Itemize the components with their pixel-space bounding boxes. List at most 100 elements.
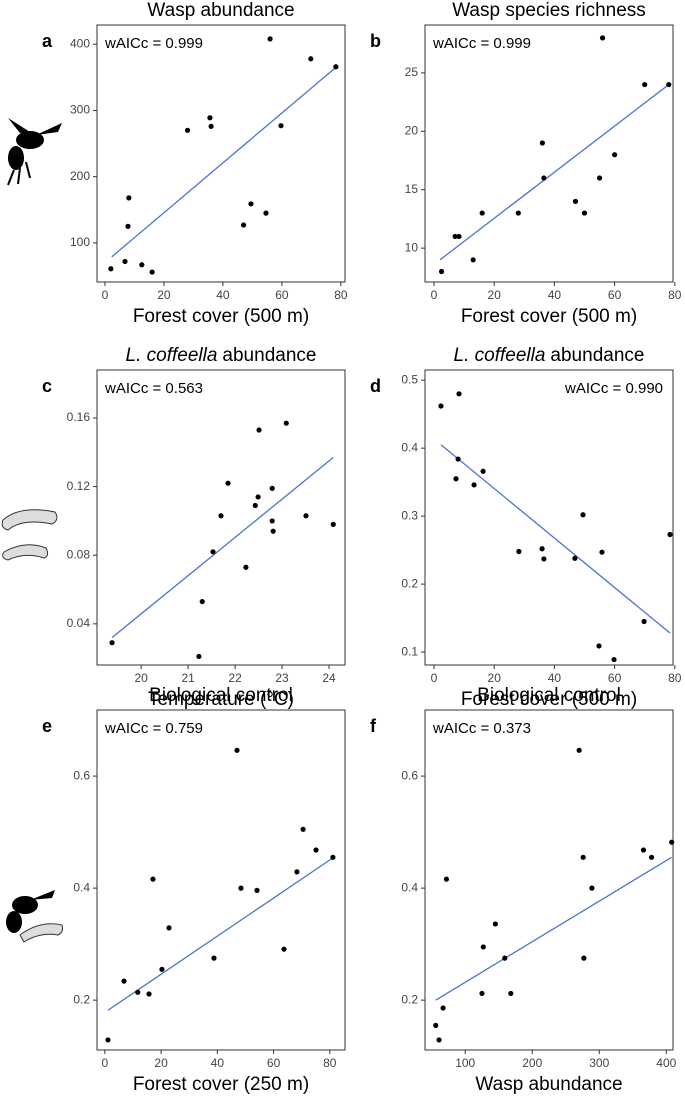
fit-line xyxy=(107,857,334,1011)
annotation: wAICc = 0.563 xyxy=(104,380,203,397)
chart-title: Biological control xyxy=(149,685,293,706)
point xyxy=(581,210,588,216)
point xyxy=(440,1005,446,1011)
point xyxy=(122,258,128,265)
y-tick-label: 0.6 xyxy=(401,768,418,782)
point xyxy=(640,847,647,853)
point xyxy=(313,847,319,853)
point xyxy=(196,653,202,660)
chart-title: L. coffeella abundance xyxy=(454,345,645,366)
point xyxy=(207,115,213,121)
point xyxy=(303,513,309,519)
point xyxy=(612,152,618,158)
point xyxy=(267,36,273,42)
point xyxy=(539,140,545,146)
x-tick-label: 80 xyxy=(323,1056,337,1070)
point xyxy=(234,747,240,753)
panel-label: a xyxy=(42,31,53,51)
point xyxy=(166,925,172,931)
plot-frame xyxy=(424,369,674,666)
fit-line xyxy=(111,456,334,639)
point xyxy=(581,955,587,961)
x-axis-label: Wasp abundance xyxy=(475,1074,622,1095)
point xyxy=(240,222,247,228)
x-tick-label: 80 xyxy=(334,288,348,302)
point xyxy=(669,839,675,845)
point xyxy=(438,268,445,275)
panel-label: d xyxy=(370,376,381,396)
y-tick-label: 15 xyxy=(405,182,419,196)
point xyxy=(135,989,141,995)
point xyxy=(269,485,275,491)
point xyxy=(508,990,514,997)
x-tick-label: 40 xyxy=(548,288,562,302)
y-tick-label: 25 xyxy=(405,65,419,79)
point xyxy=(126,195,132,201)
point xyxy=(516,548,522,555)
point xyxy=(149,269,155,275)
point xyxy=(243,564,249,570)
point xyxy=(596,175,603,181)
point xyxy=(479,210,485,216)
point xyxy=(238,885,244,891)
point xyxy=(105,1037,111,1043)
title-part: abundance xyxy=(550,345,644,366)
x-axis-label: Forest cover (500 m) xyxy=(133,306,309,327)
point xyxy=(283,420,289,426)
point xyxy=(218,513,224,519)
point xyxy=(269,518,275,524)
point xyxy=(146,991,152,997)
x-tick-label: 40 xyxy=(211,1056,225,1070)
y-tick-label: 0.4 xyxy=(401,440,418,454)
point xyxy=(456,233,462,240)
x-tick-label: 20 xyxy=(488,671,502,685)
point xyxy=(502,955,508,961)
x-tick-label: 60 xyxy=(267,1056,281,1070)
point xyxy=(254,887,260,893)
point xyxy=(596,643,602,649)
point xyxy=(256,427,262,433)
annotation: wAICc = 0.373 xyxy=(432,720,531,737)
title-part: Biological control xyxy=(149,685,293,706)
point xyxy=(184,127,191,133)
x-tick-label: 100 xyxy=(455,1056,475,1070)
annotation: wAICc = 0.999 xyxy=(432,35,531,52)
point xyxy=(599,35,606,41)
annotation: wAICc = 0.999 xyxy=(104,35,203,52)
chart-title: Wasp species richness xyxy=(452,0,646,21)
title-part: Biological control xyxy=(477,685,621,706)
fit-line xyxy=(440,444,671,634)
point xyxy=(281,946,287,952)
point xyxy=(452,233,458,240)
fit-line xyxy=(439,84,670,261)
panel-label: f xyxy=(370,716,377,736)
plot-frame xyxy=(96,369,346,666)
point xyxy=(667,531,673,538)
y-tick-label: 400 xyxy=(70,36,90,50)
plot-frame xyxy=(96,24,346,283)
point xyxy=(641,618,647,625)
point xyxy=(248,201,254,207)
point xyxy=(576,747,582,753)
plot-frame xyxy=(424,709,674,1051)
x-tick-label: 60 xyxy=(608,288,622,302)
y-tick-label: 0.4 xyxy=(73,880,90,894)
point xyxy=(255,494,261,500)
point xyxy=(580,512,586,518)
point xyxy=(436,1037,442,1043)
point xyxy=(139,262,145,268)
panel-label: e xyxy=(42,716,52,736)
point xyxy=(211,955,217,961)
y-tick-label: 200 xyxy=(70,169,90,183)
fit-line xyxy=(111,66,337,258)
chart-title: Wasp abundance xyxy=(147,0,294,21)
x-tick-label: 40 xyxy=(216,288,230,302)
x-tick-label: 400 xyxy=(656,1056,676,1070)
point xyxy=(455,456,461,462)
annotation: wAICc = 0.759 xyxy=(104,720,203,737)
y-tick-label: 0.3 xyxy=(401,508,418,522)
point xyxy=(125,223,131,229)
point xyxy=(300,826,306,832)
title-part: L. coffeella xyxy=(454,345,546,366)
